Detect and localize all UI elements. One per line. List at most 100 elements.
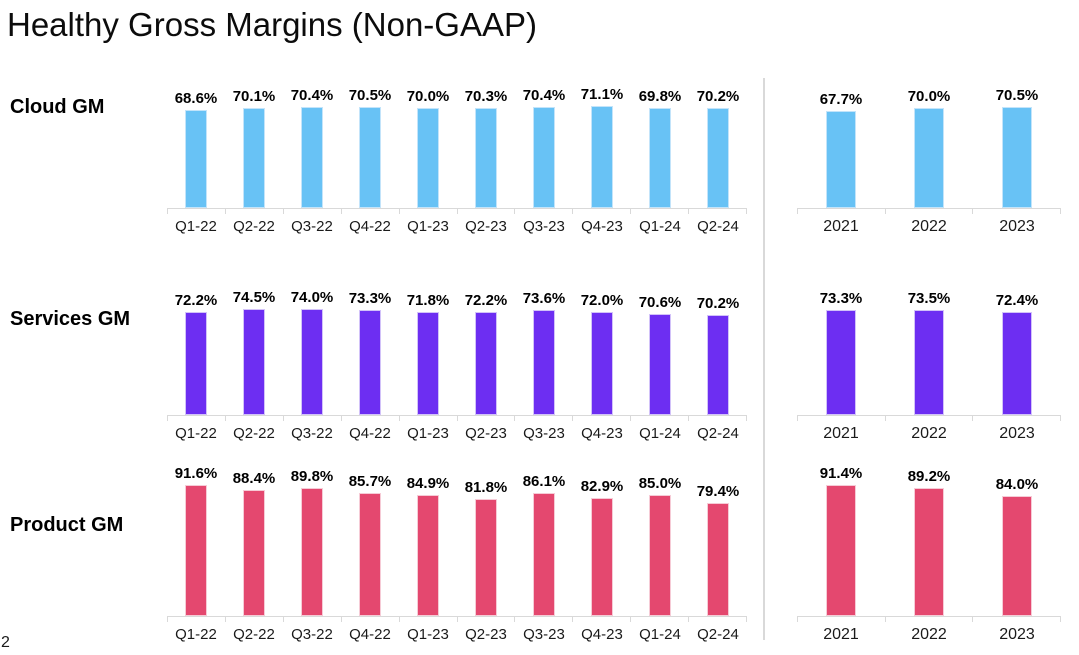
bar — [826, 111, 856, 208]
bar-value-label: 91.6% — [174, 465, 218, 482]
axis-tick-cell — [458, 209, 516, 214]
bar-value-label: 81.8% — [464, 479, 508, 496]
bar — [417, 312, 439, 415]
axis-label: Q1-22 — [175, 626, 217, 643]
axis-tick-cell — [226, 416, 284, 421]
axis-label: Q1-22 — [175, 425, 217, 442]
page-title: Healthy Gross Margins (Non-GAAP) — [7, 6, 537, 43]
axis-tick-cell — [400, 416, 458, 421]
row-label-cloud-gm: Cloud GM — [10, 96, 105, 118]
axis-tick-cell — [689, 416, 748, 421]
bar-column: 70.0% — [399, 88, 457, 208]
axis-tick-cell — [342, 209, 400, 214]
axis-label: Q1-23 — [407, 425, 449, 442]
bar — [533, 309, 555, 415]
axis-label: Q3-23 — [523, 425, 565, 442]
axis-label: 2021 — [823, 218, 859, 235]
bar-column: 70.5% — [341, 87, 399, 208]
bar — [914, 107, 944, 208]
bar — [649, 108, 671, 208]
row-label-product-gm: Product GM — [10, 514, 124, 536]
axis-tick-cell — [886, 209, 974, 214]
bar-value-label: 74.0% — [290, 289, 334, 307]
bar-column: 72.2% — [167, 292, 225, 415]
bar-value-label: 84.0% — [995, 475, 1039, 493]
axis-label: Q4-23 — [581, 425, 623, 442]
bar — [475, 499, 497, 616]
bar-column: 70.3% — [457, 87, 515, 208]
vertical-divider — [763, 78, 765, 640]
axis-label: 2023 — [999, 626, 1035, 643]
page-number: 2 — [1, 634, 10, 651]
bar — [591, 106, 613, 208]
bar — [185, 485, 207, 616]
axis-label: 2021 — [823, 626, 859, 643]
bar-value-label: 88.4% — [232, 469, 276, 487]
axis-tick-cell — [458, 617, 516, 622]
axis-label: 2022 — [911, 626, 947, 643]
bar — [826, 310, 856, 415]
axis-label: Q2-24 — [697, 425, 739, 442]
bar — [301, 487, 323, 616]
bar-value-label: 70.3% — [464, 87, 508, 105]
bar — [475, 311, 497, 415]
bar-value-label: 72.2% — [174, 291, 218, 309]
bar-column: 81.8% — [457, 479, 515, 616]
axis-label: Q1-24 — [639, 218, 681, 235]
bar-column: 67.7% — [797, 91, 885, 208]
x-axis-labels: Q1-22 Q2-22 Q3-22 Q4-22 Q1-23 Q2-23 Q3-23 Q4-23… — [167, 214, 747, 235]
bar-column: 70.4% — [515, 87, 573, 208]
axis-tick-cell — [973, 209, 1062, 214]
bar-column: 85.0% — [631, 474, 689, 616]
axis-label: 2021 — [823, 425, 859, 442]
bar-value-label: 85.0% — [638, 474, 682, 492]
bar-column: 74.5% — [225, 289, 283, 415]
axis-label: Q3-22 — [291, 218, 333, 235]
axis-label: Q1-24 — [639, 425, 681, 442]
bar — [707, 502, 729, 616]
bar-column: 88.4% — [225, 470, 283, 616]
axis-label: Q2-22 — [233, 425, 275, 442]
axis-label: Q2-23 — [465, 626, 507, 643]
bar — [1002, 495, 1032, 616]
bar-value-label: 70.6% — [638, 294, 682, 311]
bar-column: 85.7% — [341, 473, 399, 616]
bar-value-label: 70.2% — [696, 87, 740, 105]
axis-tick-cell — [400, 617, 458, 622]
product-gm-quarterly-chart: 91.6% 88.4% 89.8% 85.7% 84.9% 81.8% 86.1% 82.9%… — [167, 461, 748, 643]
bar — [707, 314, 729, 415]
axis-label: 2023 — [999, 218, 1035, 235]
bar-column: 72.2% — [457, 292, 515, 415]
bar-column: 84.9% — [399, 475, 457, 616]
axis-label: Q3-22 — [291, 626, 333, 643]
x-axis-labels: 2021 2022 2023 — [797, 421, 1061, 443]
bar-column: 70.2% — [689, 295, 747, 415]
bar-column: 74.0% — [283, 289, 341, 415]
plot-area: 91.4% 89.2% 84.0% — [797, 461, 1061, 616]
axis-tick-cell — [458, 416, 516, 421]
plot-area: 73.3% 73.5% 72.4% — [797, 260, 1061, 415]
axis-label: Q2-24 — [697, 626, 739, 643]
bar-value-label: 72.0% — [580, 292, 624, 309]
bar-column: 73.5% — [885, 290, 973, 415]
bar-column: 69.8% — [631, 88, 689, 208]
x-axis — [797, 208, 1062, 214]
bar-value-label: 69.8% — [638, 88, 682, 106]
axis-tick-cell — [342, 416, 400, 421]
bar-column: 73.6% — [515, 290, 573, 415]
bar — [649, 494, 671, 616]
axis-tick-cell — [167, 416, 226, 421]
axis-label: Q2-22 — [233, 626, 275, 643]
row-label-services-gm: Services GM — [10, 308, 131, 330]
axis-label: Q1-24 — [639, 626, 681, 643]
bar-value-label: 70.2% — [696, 294, 740, 312]
axis-label: Q1-23 — [407, 218, 449, 235]
x-axis — [167, 415, 748, 421]
bar — [649, 314, 671, 415]
axis-tick-cell — [886, 416, 974, 421]
x-axis-labels: 2021 2022 2023 — [797, 622, 1061, 644]
bar — [707, 107, 729, 208]
bar-value-label: 67.7% — [819, 91, 863, 109]
bar-column: 70.4% — [283, 87, 341, 208]
bar-value-label: 68.6% — [174, 89, 218, 107]
